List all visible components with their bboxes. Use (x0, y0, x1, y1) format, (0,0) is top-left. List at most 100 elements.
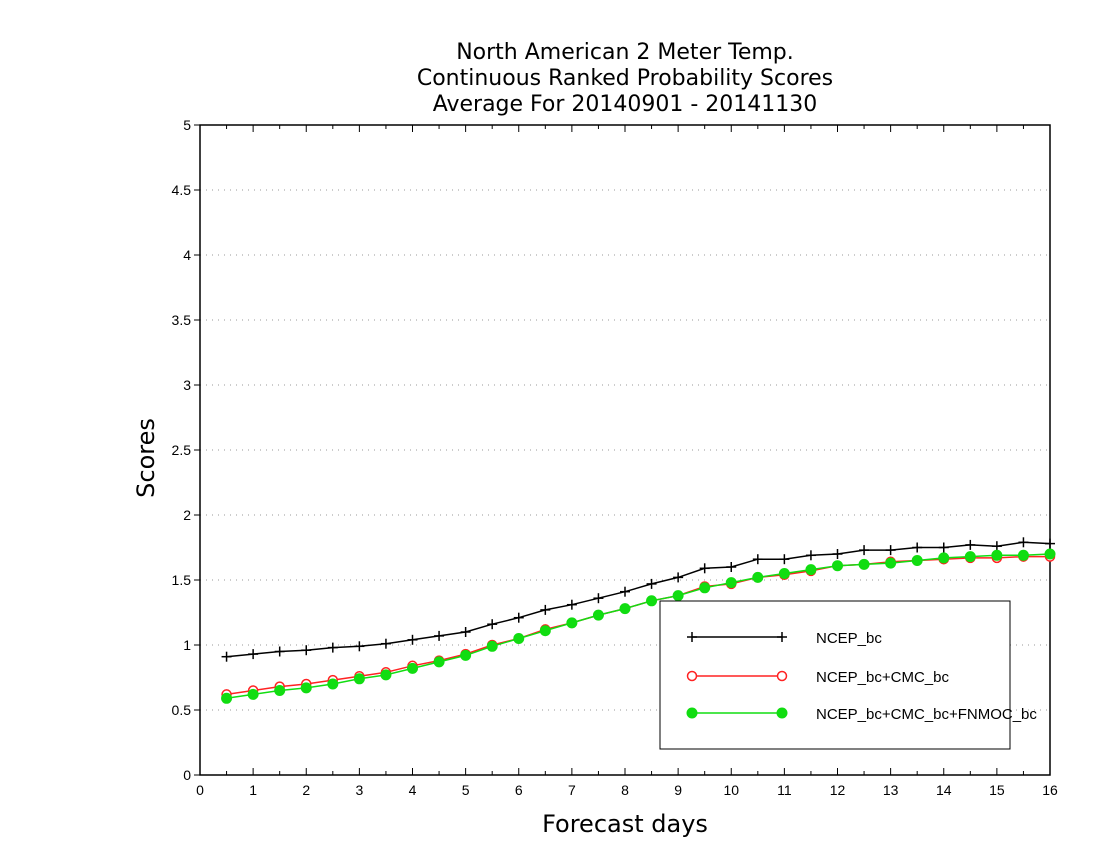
x-tick-label: 4 (409, 782, 417, 798)
data-point (593, 593, 604, 604)
x-tick-label: 5 (462, 782, 470, 798)
data-point (486, 640, 498, 652)
data-point (221, 651, 232, 662)
data-point (566, 599, 577, 610)
x-tick-label: 15 (989, 782, 1005, 798)
data-point (673, 572, 684, 583)
data-point (912, 542, 923, 553)
data-point (726, 562, 737, 572)
data-point (380, 638, 391, 649)
legend: NCEP_bc NCEP_bc+CMC_bc NCEP_bc+CMC_bc+FNMO… (659, 600, 1037, 750)
data-point (859, 545, 870, 556)
x-tick-label: 2 (302, 782, 310, 798)
series-layer (221, 537, 1056, 704)
data-point (592, 609, 604, 621)
data-point (407, 662, 418, 674)
data-point (327, 642, 338, 653)
data-point (938, 552, 950, 564)
data-point (354, 641, 365, 652)
data-point (513, 612, 524, 623)
legend-marker (686, 670, 698, 682)
x-tick-label: 1 (249, 782, 257, 798)
data-point (301, 645, 312, 656)
data-point (699, 563, 710, 574)
data-point (620, 586, 630, 597)
y-tick-label: 1 (183, 637, 191, 653)
series-1 (221, 537, 1055, 662)
legend-item: NCEP_bc (687, 630, 882, 647)
data-point (672, 590, 684, 602)
plot-frame (199, 124, 1051, 776)
x-tick-label: 8 (621, 782, 629, 798)
data-point (353, 673, 365, 685)
y-tick-label: 2 (183, 507, 191, 523)
data-point (1018, 537, 1029, 548)
data-point (1017, 549, 1029, 561)
data-point (460, 627, 471, 637)
legend-label: NCEP_bc+CMC_bc (816, 669, 949, 686)
data-point (752, 571, 764, 583)
data-point (699, 582, 711, 594)
x-tick-label: 7 (568, 782, 576, 798)
data-point (274, 646, 285, 657)
data-point (858, 558, 870, 570)
data-point (725, 577, 737, 589)
y-tick-label: 4 (183, 247, 191, 263)
y-tick-label: 3.5 (172, 312, 192, 328)
data-point (965, 539, 976, 550)
data-point (911, 555, 923, 566)
y-tick-label: 4.5 (172, 182, 192, 198)
data-point (407, 634, 418, 645)
y-tick-label: 1.5 (172, 572, 192, 588)
data-point (539, 625, 551, 637)
legend-label: NCEP_bc+CMC_bc+FNMOC_bc (816, 706, 1037, 723)
data-point (248, 649, 259, 660)
data-point (247, 688, 259, 700)
legend-label: NCEP_bc (816, 630, 882, 647)
data-point (300, 682, 312, 694)
x-tick-label: 12 (830, 782, 846, 798)
data-point (991, 541, 1002, 552)
legend-box (659, 600, 1011, 750)
data-point (832, 560, 843, 572)
data-point (433, 656, 445, 668)
legend-marker (686, 707, 698, 719)
legend-marker (776, 707, 788, 719)
data-point (380, 669, 392, 681)
data-point (540, 604, 551, 615)
x-tick-label: 6 (515, 782, 523, 798)
x-tick-label: 3 (355, 782, 363, 798)
data-point (460, 649, 472, 661)
data-point (778, 568, 790, 579)
title-line-2: Continuous Ranked Probability Scores (417, 66, 833, 91)
x-tick-label: 10 (723, 782, 739, 798)
data-point (964, 551, 976, 563)
y-tick-label: 3 (183, 377, 191, 393)
y-tick-label: 2.5 (172, 442, 192, 458)
x-tick-label: 13 (883, 782, 899, 798)
data-point (513, 633, 525, 644)
x-tick-label: 9 (674, 782, 682, 798)
data-point (752, 554, 763, 565)
data-point (274, 685, 286, 696)
title-line-3: Average For 20140901 - 20141130 (433, 92, 818, 117)
x-axis-ticks: 0 1 2 3 4 5 6 7 8 9 10 11 12 13 14 15 16 (196, 125, 1058, 798)
data-point (805, 550, 816, 561)
data-point (885, 557, 897, 569)
data-point (1044, 548, 1056, 560)
legend-marker (777, 632, 787, 642)
y-tick-label: 0.5 (172, 702, 192, 718)
data-point (885, 545, 896, 556)
data-point (646, 578, 657, 589)
x-tick-label: 0 (196, 782, 204, 798)
data-point (619, 603, 631, 615)
series-3 (221, 548, 1056, 704)
data-point (805, 564, 817, 576)
data-point (832, 549, 843, 559)
x-tick-label: 11 (777, 782, 792, 798)
y-axis-ticks: 0 0.5 1 1.5 2 2.5 3 3.5 4 4.5 5 (172, 117, 200, 783)
x-tick-label: 16 (1042, 782, 1058, 798)
data-point (938, 542, 949, 553)
y-tick-label: 0 (183, 767, 191, 783)
